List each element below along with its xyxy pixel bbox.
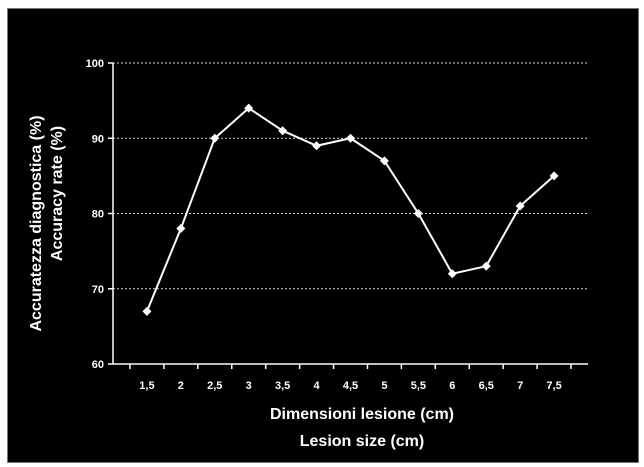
x-tick-label-7: 7 (517, 380, 523, 392)
x-tick-label-5: 5 (381, 380, 387, 392)
y-axis-title-line-2: Accuracy rate (%) (49, 126, 66, 261)
data-point-5,5 (413, 209, 423, 218)
x-axis-title-line-1: Dimensioni lesione (cm) (270, 406, 454, 423)
data-point-2 (176, 224, 186, 234)
x-tick-label-2,5: 2,5 (207, 380, 222, 392)
y-tick-label-60: 60 (92, 359, 104, 371)
x-tick-label-4: 4 (314, 380, 321, 392)
y-tick-label-100: 100 (86, 58, 104, 70)
data-point-3,5 (278, 126, 288, 136)
data-point-2,5 (210, 133, 220, 143)
x-tick-label-7,5: 7,5 (546, 380, 561, 392)
data-point-4,5 (346, 133, 355, 143)
data-point-6,5 (481, 261, 491, 271)
y-tick-label-90: 90 (92, 133, 104, 145)
x-axis-title-line-2: Lesion size (cm) (300, 433, 424, 450)
data-point-4 (312, 141, 322, 151)
x-tick-label-3: 3 (246, 380, 252, 392)
x-tick-label-2: 2 (178, 380, 184, 392)
data-point-1,5 (142, 306, 152, 316)
x-tick-label-4,5: 4,5 (343, 380, 358, 392)
data-series (142, 103, 559, 316)
data-point-7 (515, 201, 525, 211)
axis-ticks: 60 70 80 90 100 1,5 2 2,5 3 3,5 4 4,5 5 5,5 6 6,5 7 7,5 (86, 58, 572, 392)
x-tick-label-5,5: 5,5 (411, 380, 426, 392)
x-tick-label-1,5: 1,5 (139, 380, 154, 392)
data-point-5 (379, 156, 389, 166)
y-tick-label-80: 80 (92, 209, 104, 221)
y-axis-title-line-1: Accuratezza diagnostica (%) (28, 115, 45, 331)
grid-lines (113, 62, 588, 290)
x-tick-label-6,5: 6,5 (479, 380, 494, 392)
data-point-7,5 (549, 171, 559, 181)
x-tick-label-6: 6 (449, 380, 455, 392)
x-tick-label-3,5: 3,5 (275, 380, 290, 392)
y-tick-label-70: 70 (92, 284, 104, 296)
data-point-6 (447, 269, 457, 279)
data-point-3 (244, 103, 254, 113)
